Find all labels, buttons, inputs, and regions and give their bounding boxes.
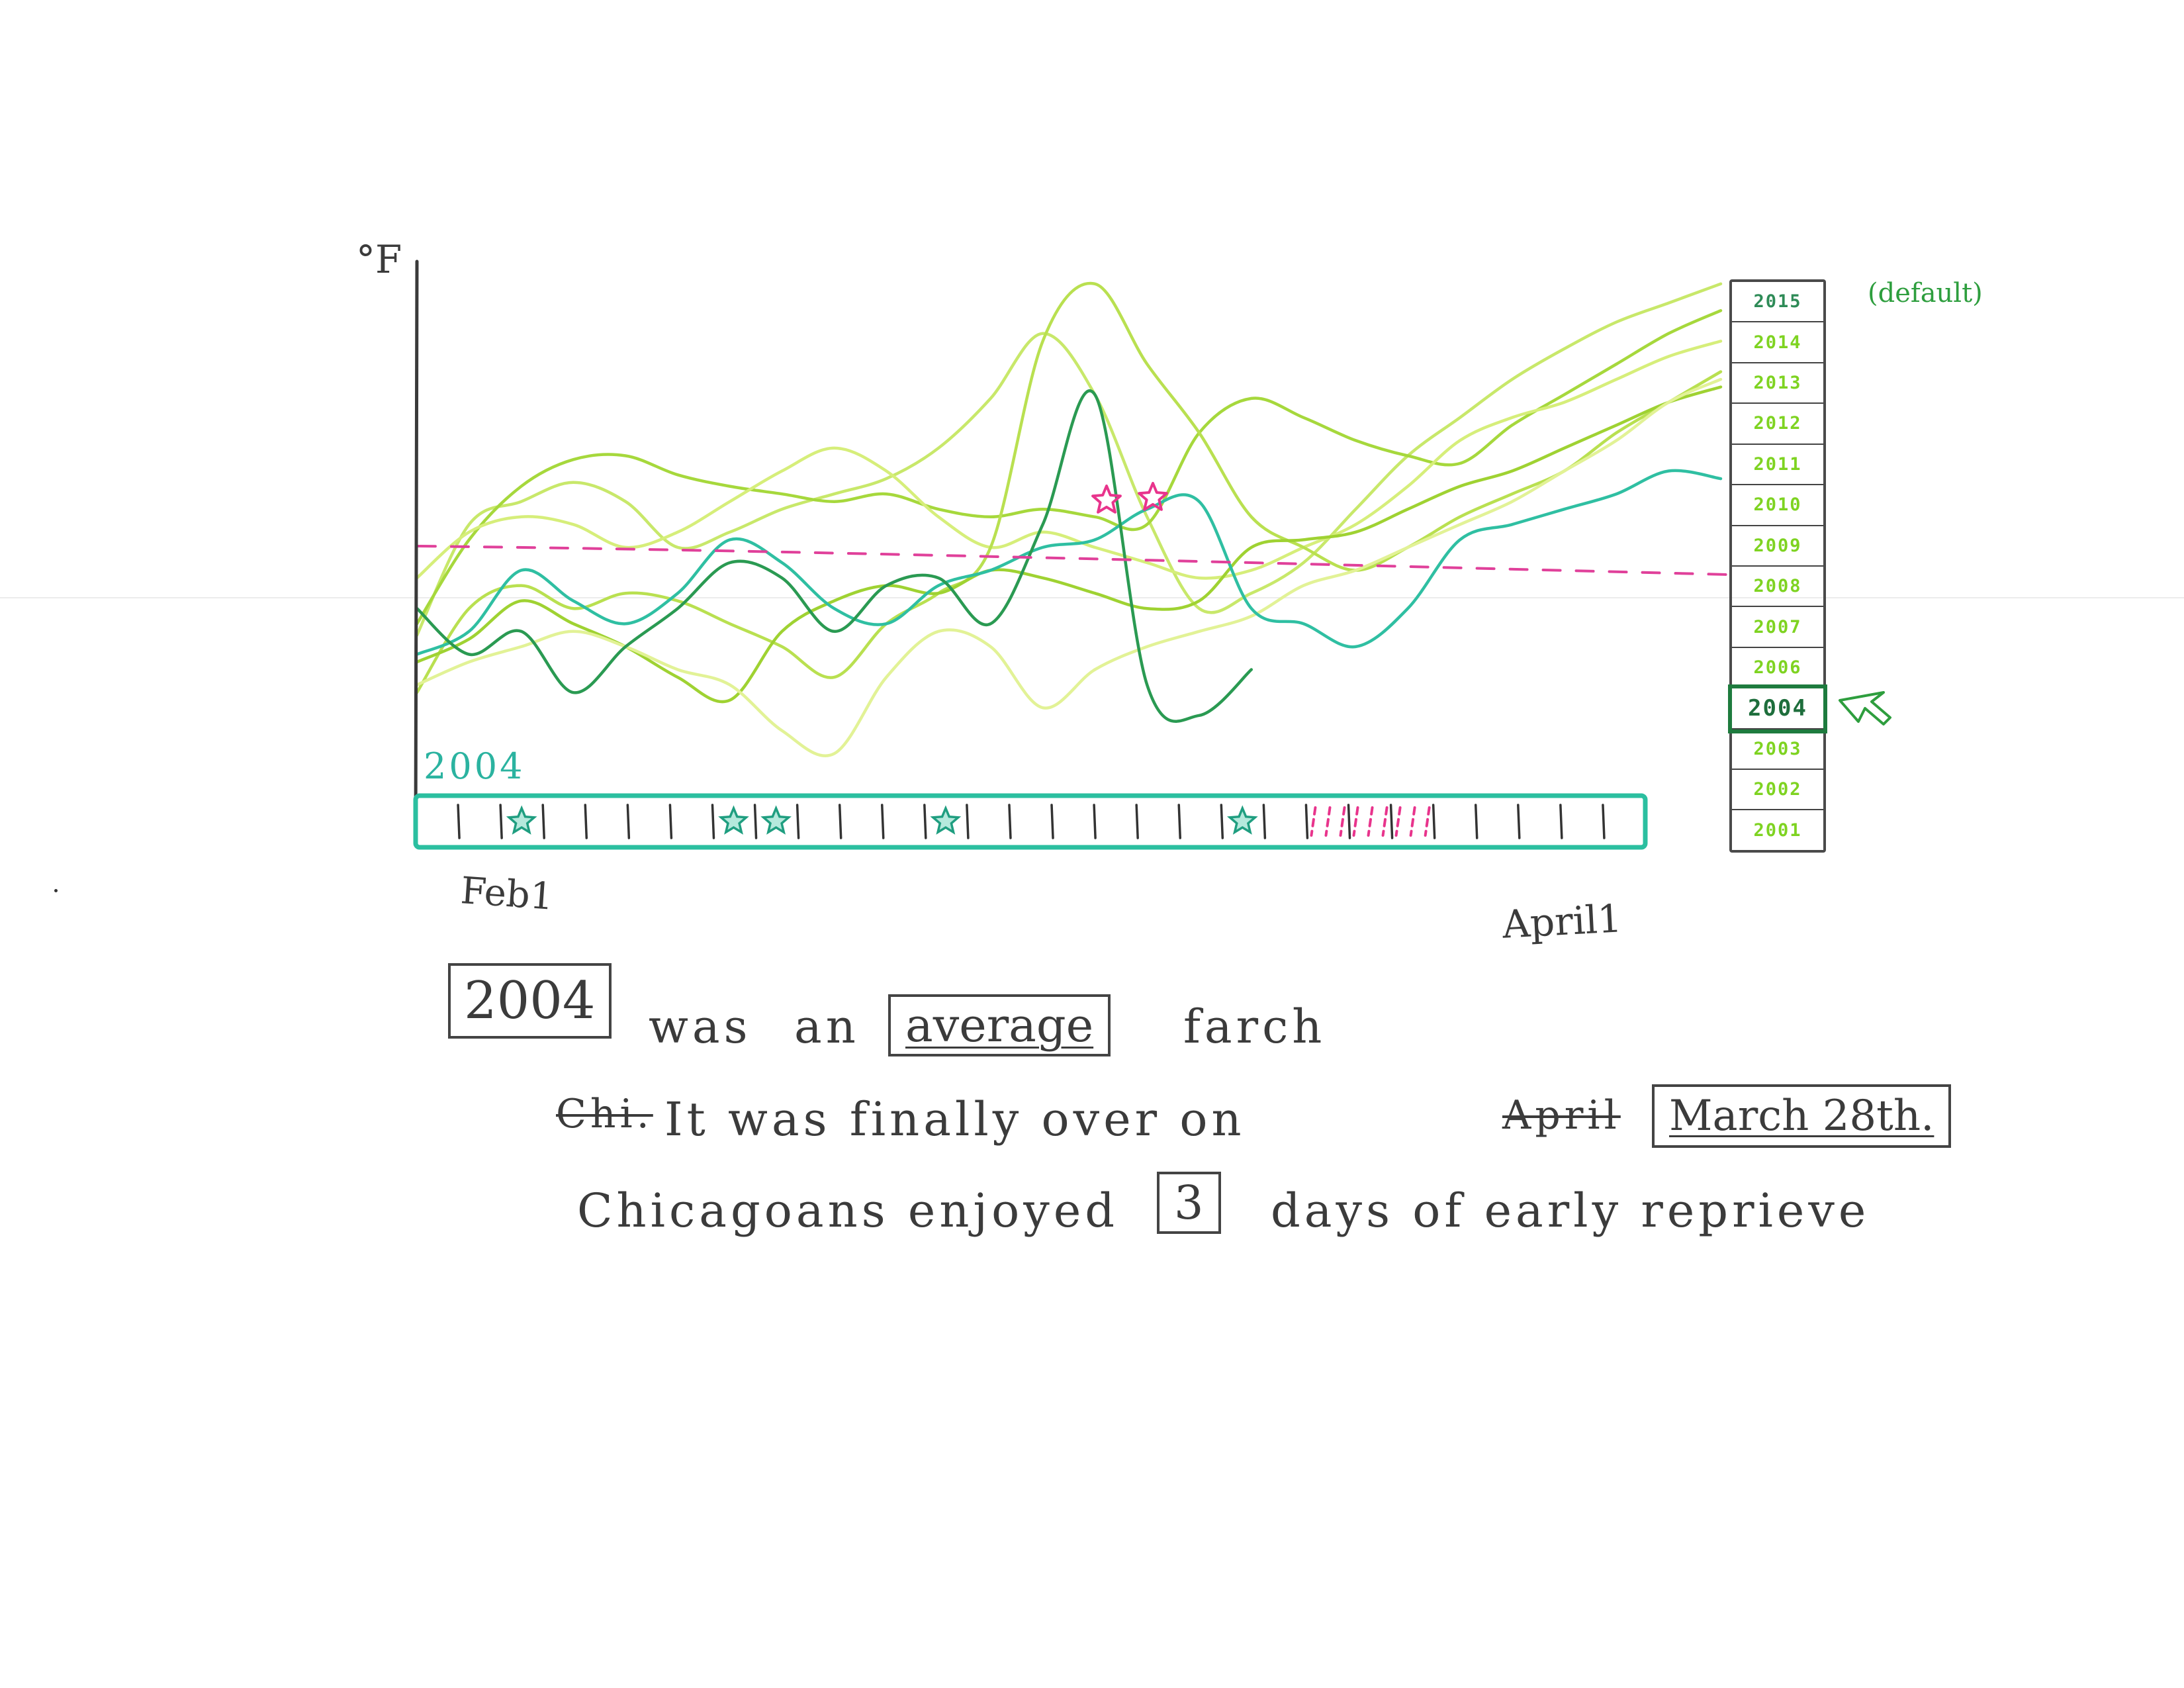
timeline-star-day bbox=[506, 805, 537, 835]
year-option-2015[interactable]: 2015 bbox=[1732, 282, 1823, 323]
timeline-day-tick bbox=[753, 804, 758, 839]
timeline-day-tick bbox=[1347, 804, 1351, 839]
timeline-day-tick bbox=[1262, 804, 1267, 839]
timeline-day-tick bbox=[1432, 804, 1436, 839]
timeline-day-tick bbox=[499, 804, 503, 839]
year-selector-box[interactable]: 2004 bbox=[448, 963, 612, 1039]
timeline-reprieve-mark bbox=[1367, 806, 1374, 837]
reprieve-count-box[interactable]: 3 bbox=[1157, 1172, 1221, 1234]
timeline-day-tick bbox=[668, 804, 673, 839]
timeline-year-label: 2004 bbox=[424, 745, 525, 787]
timeline-day-tick bbox=[1474, 804, 1479, 839]
struck-out-month: April bbox=[1502, 1092, 1621, 1139]
timeline-reprieve-mark bbox=[1424, 806, 1431, 837]
timeline-day-tick bbox=[881, 804, 885, 839]
timeline-day-tick bbox=[1559, 804, 1563, 839]
timeline-reprieve-mark bbox=[1352, 806, 1359, 837]
timeline-day-tick bbox=[541, 804, 545, 839]
summary-text-reprieve: days of early reprieve bbox=[1271, 1184, 1870, 1238]
year-option-2003[interactable]: 2003 bbox=[1732, 729, 1823, 771]
y-axis-unit-label: °F bbox=[356, 237, 402, 282]
year-option-2010[interactable]: 2010 bbox=[1732, 485, 1823, 526]
classification-value: average bbox=[905, 998, 1094, 1053]
timeline-day-tick bbox=[923, 804, 927, 839]
page-fold-line bbox=[0, 597, 2184, 598]
x-axis-end-label: April1 bbox=[1501, 896, 1623, 947]
end-date-box[interactable]: March 28th. bbox=[1652, 1084, 1952, 1148]
timeline-day-tick bbox=[1517, 804, 1521, 839]
year-option-2004[interactable]: 2004 bbox=[1728, 684, 1827, 733]
timeline-day-tick bbox=[711, 804, 715, 839]
timeline-day-tick bbox=[1135, 804, 1139, 839]
timeline-star-day bbox=[760, 805, 792, 835]
summary-text-an: an bbox=[794, 1000, 860, 1054]
timeline-reprieve-mark bbox=[1381, 806, 1388, 837]
timeline-day-tick bbox=[1602, 804, 1606, 839]
timeline-day-tick bbox=[838, 804, 842, 839]
timeline-star-day bbox=[930, 805, 962, 835]
stray-dot bbox=[54, 889, 58, 892]
year-option-2007[interactable]: 2007 bbox=[1732, 607, 1823, 648]
timeline-day-tick bbox=[1008, 804, 1012, 839]
day-timeline bbox=[413, 793, 1648, 850]
end-date-value: March 28th. bbox=[1669, 1092, 1934, 1141]
series-line-3 bbox=[415, 340, 1723, 580]
timeline-day-tick bbox=[796, 804, 800, 839]
timeline-reprieve-mark bbox=[1310, 806, 1317, 837]
cursor-pointer-icon bbox=[1839, 691, 1891, 726]
year-option-2009[interactable]: 2009 bbox=[1732, 526, 1823, 567]
struck-out-word: Chi. bbox=[556, 1091, 653, 1137]
timeline-day-tick bbox=[626, 804, 631, 839]
timeline-day-tick bbox=[1093, 804, 1097, 839]
timeline-day-tick bbox=[1177, 804, 1181, 839]
timeline-day-tick bbox=[966, 804, 970, 839]
series-line-6 bbox=[415, 377, 1723, 758]
highlight-star-2 bbox=[1138, 482, 1168, 511]
timeline-frame bbox=[413, 793, 1648, 850]
year-option-2013[interactable]: 2013 bbox=[1732, 363, 1823, 404]
default-note: (default) bbox=[1868, 278, 1983, 308]
series-line-7 bbox=[415, 469, 1723, 656]
year-picker[interactable]: 2015 2014 2013 2012 2011 2010 2009 2008 2007 2006… bbox=[1728, 279, 1827, 853]
x-axis-start-label: Feb1 bbox=[459, 869, 555, 919]
timeline-day-tick bbox=[584, 804, 588, 839]
classification-box[interactable]: average bbox=[888, 994, 1111, 1056]
series-line-4 bbox=[415, 281, 1723, 694]
y-axis-line bbox=[414, 259, 419, 841]
timeline-reprieve-mark bbox=[1324, 806, 1332, 837]
year-option-2011[interactable]: 2011 bbox=[1732, 445, 1823, 486]
year-option-2001[interactable]: 2001 bbox=[1753, 820, 1802, 841]
year-option-2006[interactable]: 2006 bbox=[1732, 648, 1823, 689]
timeline-day-tick bbox=[1389, 804, 1394, 839]
timeline-reprieve-mark bbox=[1409, 806, 1416, 837]
summary-text-over: It was finally over on bbox=[664, 1092, 1246, 1147]
timeline-day-tick bbox=[1050, 804, 1054, 839]
year-option-2008[interactable]: 2008 bbox=[1732, 567, 1823, 608]
year-option-2014[interactable]: 2014 bbox=[1732, 322, 1823, 363]
series-line-1 bbox=[415, 282, 1723, 637]
highlight-star-1 bbox=[1091, 485, 1122, 514]
timeline-day-tick bbox=[1304, 804, 1309, 839]
year-option-2012[interactable]: 2012 bbox=[1732, 404, 1823, 445]
series-line-8 bbox=[415, 389, 1253, 723]
year-option-2002[interactable]: 2002 bbox=[1732, 770, 1823, 811]
timeline-day-tick bbox=[457, 804, 461, 839]
summary-text-noun: farch bbox=[1183, 1000, 1326, 1054]
summary-text-chicagoans: Chicagoans enjoyed bbox=[577, 1184, 1119, 1238]
summary-text-was: was bbox=[649, 1000, 752, 1054]
timeline-star-day bbox=[718, 805, 749, 835]
timeline-reprieve-mark bbox=[1394, 806, 1402, 837]
timeline-reprieve-mark bbox=[1339, 806, 1346, 837]
threshold-dashed-line bbox=[417, 545, 1729, 576]
timeline-star-day bbox=[1226, 805, 1258, 835]
timeline-day-tick bbox=[1220, 804, 1224, 839]
series-line-2 bbox=[415, 308, 1723, 626]
